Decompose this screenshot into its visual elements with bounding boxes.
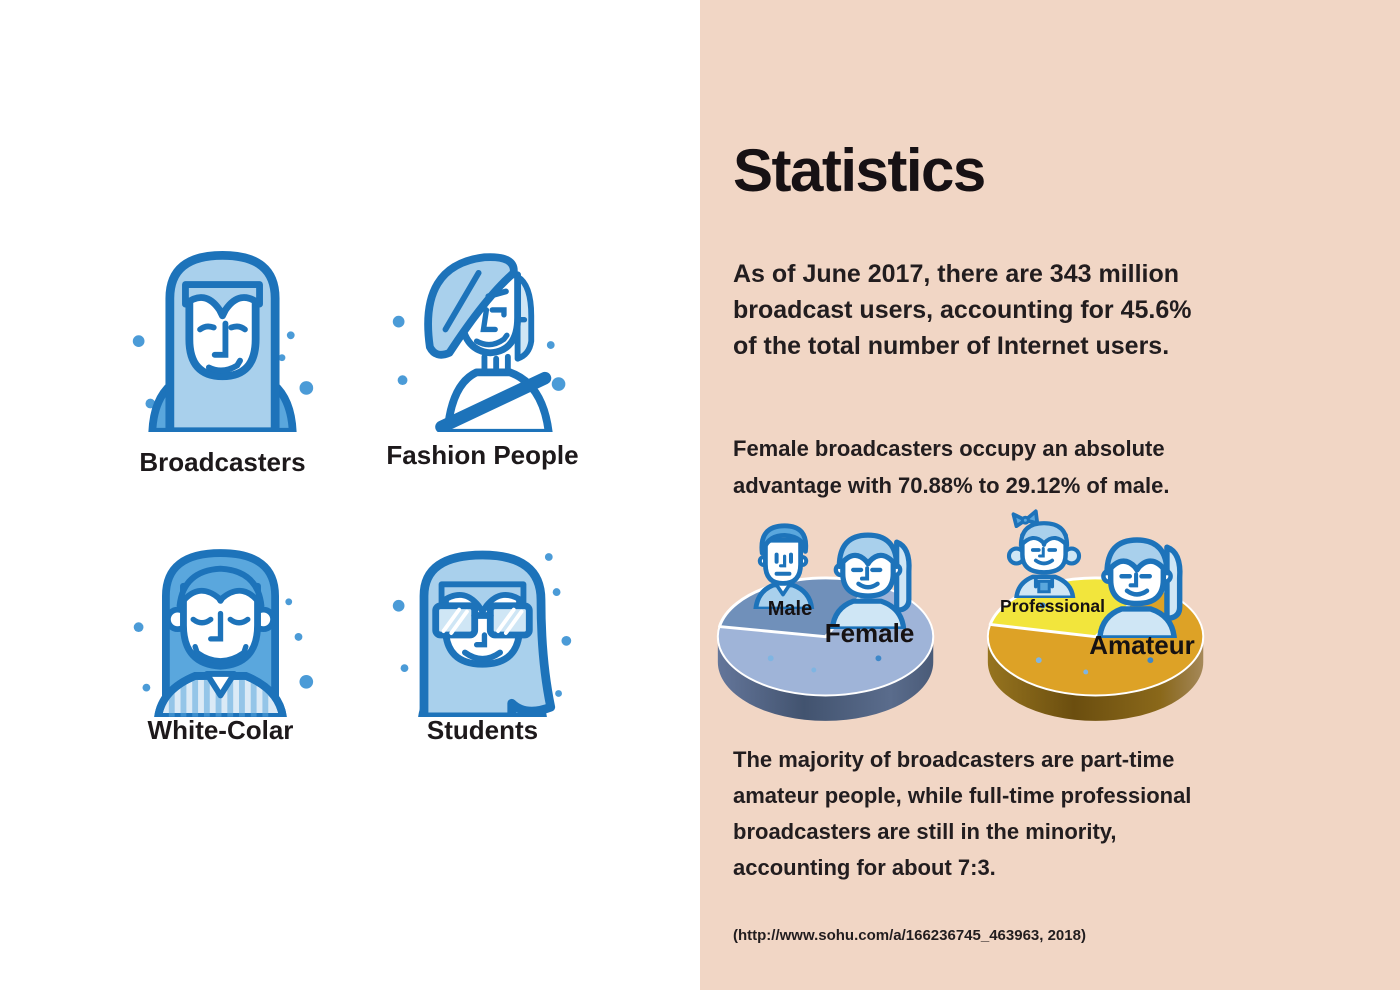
statistics-panel: Statistics As of June 2017, there are 34… — [700, 0, 1400, 990]
paragraph-majority-line3: broadcasters are still in the minority, — [733, 819, 1117, 844]
paragraph-majority: The majority of broadcasters are part-ti… — [733, 742, 1191, 886]
paragraph-gender: Female broadcasters occupy an absolute a… — [733, 430, 1170, 504]
paragraph-users: As of June 2017, there are 343 million b… — [733, 256, 1191, 364]
persona-fashion-people: Fashion People — [385, 222, 580, 470]
professionalism-pie-label-professional: Professional — [999, 596, 1106, 616]
gender-pie-label-female: Female — [824, 618, 915, 648]
persona-students: Students — [385, 512, 580, 745]
professionalism-pie-label-amateur: Amateur — [1089, 630, 1195, 660]
page-title: Statistics — [733, 137, 986, 204]
persona-label-fashion-people: Fashion People — [386, 440, 579, 470]
student-girl-icon — [392, 550, 572, 717]
professionalism-pie-rim — [987, 636, 1204, 721]
persona-label-students: Students — [426, 715, 539, 745]
gender-pie-chart: Male Female — [705, 508, 960, 728]
paragraph-majority-line1: The majority of broadcasters are part-ti… — [733, 747, 1175, 772]
paragraph-users-line2: broadcast users, accounting for 45.6% — [733, 296, 1192, 324]
female-icon — [820, 516, 916, 629]
paragraph-majority-line2: amateur people, while full-time professi… — [733, 783, 1192, 808]
source-citation: (http://www.sohu.com/a/166236745_463963,… — [733, 927, 1086, 944]
persona-broadcasters: Broadcasters — [125, 222, 320, 477]
gender-pie-label-male: Male — [767, 598, 813, 620]
gender-pie-rim — [717, 636, 934, 721]
paragraph-gender-line1: Female broadcasters occupy an absolute — [733, 436, 1165, 461]
professionalism-pie-chart: Professional Amateur — [975, 508, 1230, 728]
paragraph-majority-line4: accounting for about 7:3. — [733, 855, 996, 880]
fashion-person-icon — [392, 253, 566, 432]
paragraph-users-line3: of the total number of Internet users. — [733, 332, 1170, 360]
persona-label-broadcasters: Broadcasters — [139, 447, 306, 477]
amateur-woman-icon — [1087, 520, 1187, 638]
male-icon — [753, 523, 815, 609]
professional-girl-icon — [1006, 509, 1082, 598]
persona-label-white-colar: White-Colar — [147, 715, 294, 745]
paragraph-gender-line2: advantage with 70.88% to 29.12% of male. — [733, 473, 1170, 498]
paragraph-users-line1: As of June 2017, there are 343 million — [733, 260, 1180, 288]
white-collar-woman-icon — [133, 549, 314, 717]
persona-white-colar: White-Colar — [123, 512, 318, 745]
broadcaster-woman-icon — [132, 250, 314, 432]
